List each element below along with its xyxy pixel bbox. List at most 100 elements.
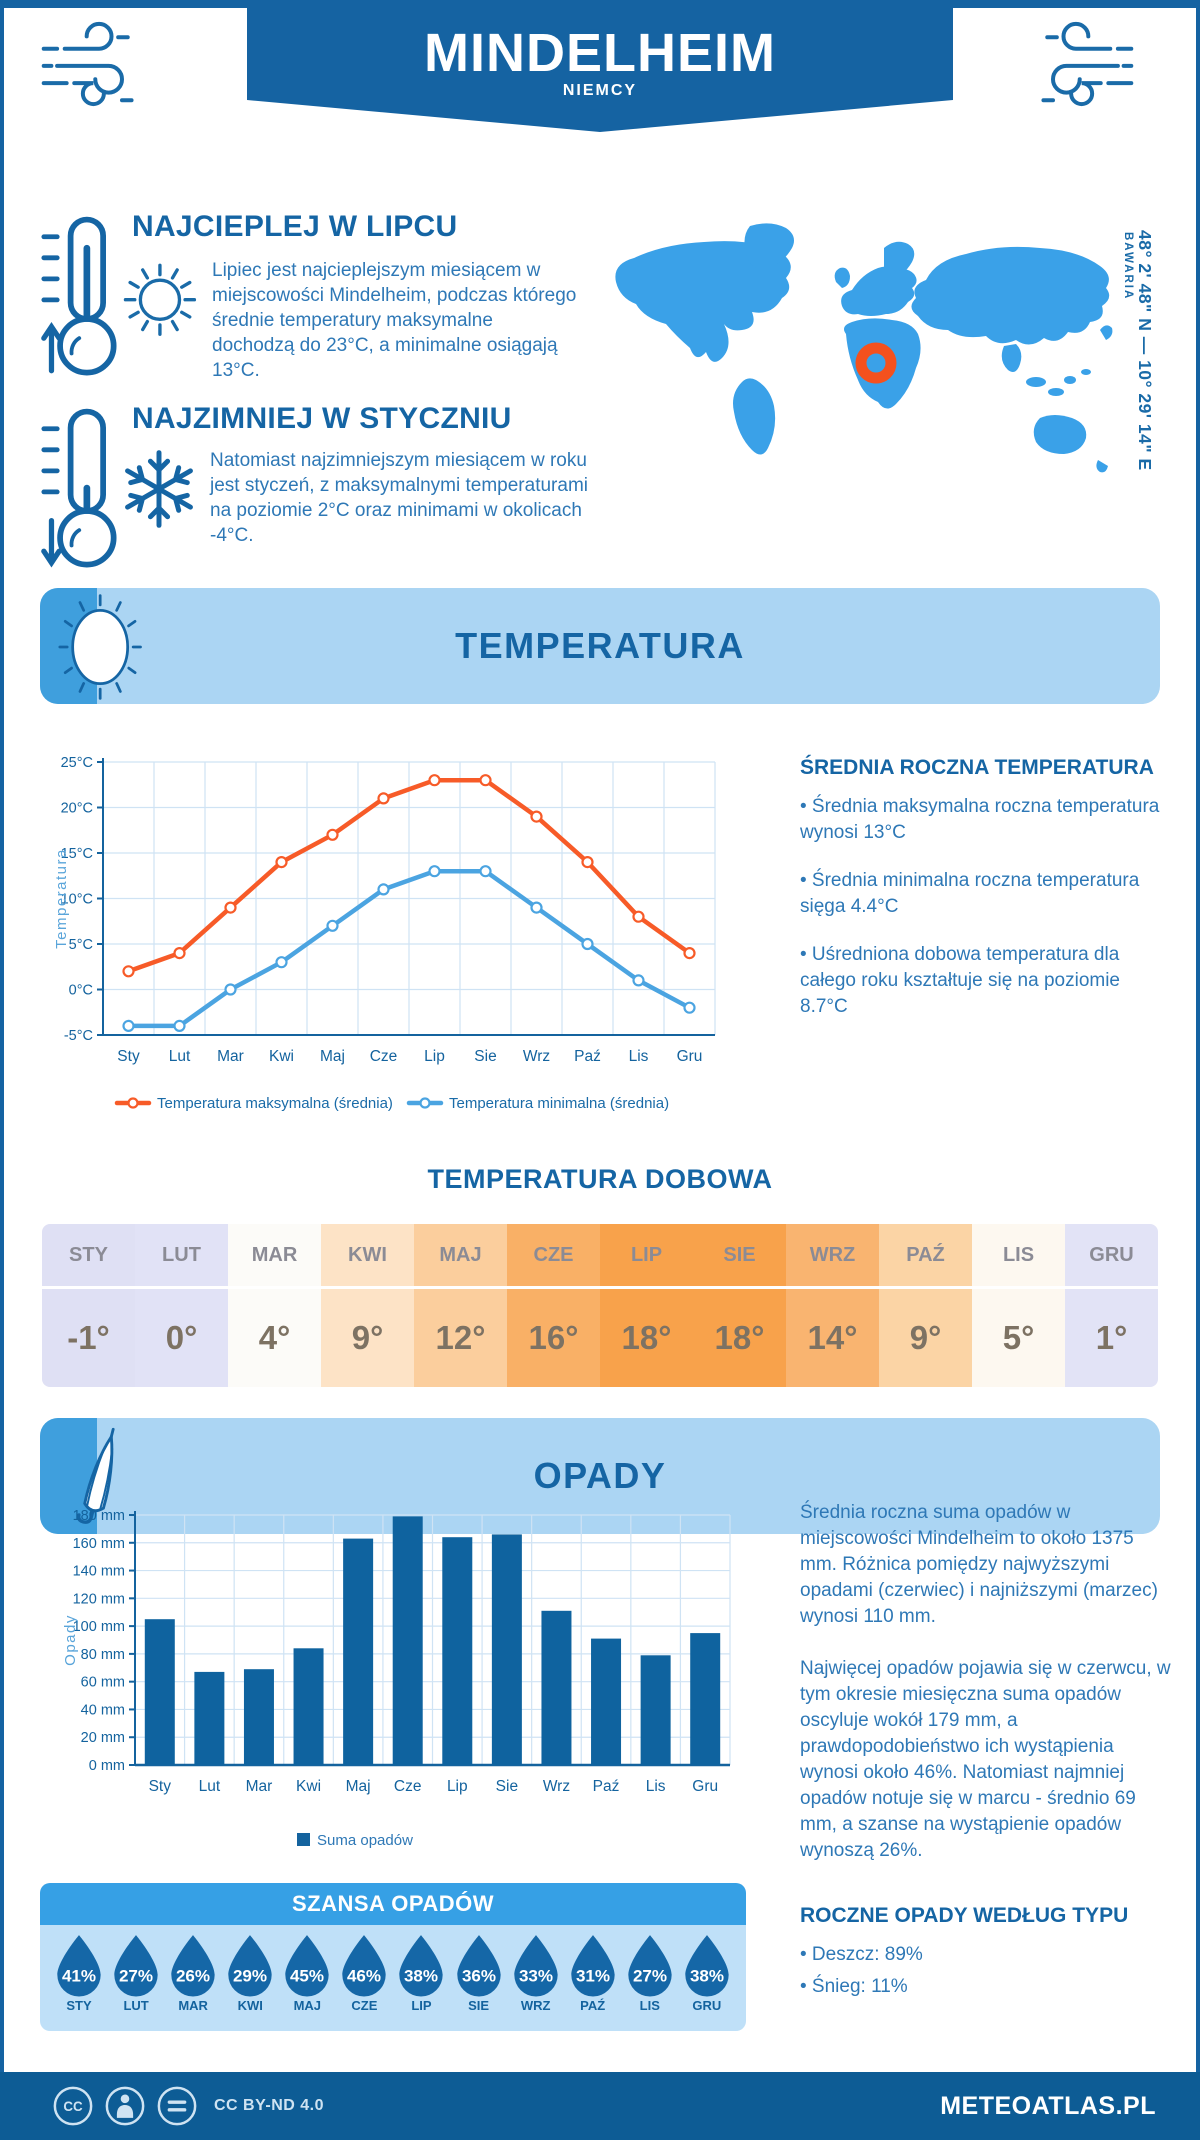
- chance-month: KWI: [237, 1998, 263, 2013]
- raindrop-icon: 38%: [685, 1935, 729, 1997]
- snowflake-icon: [125, 450, 193, 528]
- temperature-section-title: TEMPERATURA: [455, 625, 745, 666]
- svg-text:Wrz: Wrz: [543, 1778, 570, 1795]
- data-point: [377, 883, 390, 896]
- svg-text:20 mm: 20 mm: [81, 1730, 125, 1746]
- data-point: [224, 901, 237, 914]
- precipitation-section-title: OPADY: [533, 1455, 667, 1496]
- daily-temp-column: GRU 1°: [1065, 1224, 1158, 1387]
- daily-temp-value: 18°: [693, 1289, 786, 1387]
- chance-value: 41%: [62, 1967, 96, 1986]
- svg-text:Temperatura: Temperatura: [53, 848, 70, 949]
- precipitation-bar: [690, 1633, 721, 1765]
- chance-drop-item: 31% PAŹ: [568, 1933, 618, 2031]
- data-point: [479, 774, 492, 787]
- precipitation-bar: [541, 1610, 572, 1765]
- wind-icon: [41, 21, 134, 107]
- svg-text:Kwi: Kwi: [296, 1778, 321, 1795]
- footer: CC CC BY-ND 4.0 METEOATLAS.PL: [0, 2072, 1200, 2140]
- license-label: CC BY-ND 4.0: [214, 2097, 325, 2114]
- precipitation-paragraph: Średnia roczna suma opadów w miejscowośc…: [800, 1502, 1158, 1627]
- chance-value: 27%: [119, 1967, 153, 1986]
- svg-text:Mar: Mar: [246, 1778, 273, 1795]
- page-subtitle: NIEMCY: [562, 82, 638, 99]
- daily-temp-value: 9°: [321, 1289, 414, 1387]
- license-icons: CC CC BY-ND 4.0: [52, 2085, 324, 2127]
- chance-drop-item: 45% MAJ: [282, 1933, 332, 2031]
- brand-label: METEOATLAS.PL: [940, 2092, 1156, 2120]
- data-point: [326, 828, 339, 841]
- daily-temp-column: LIP 18°: [600, 1224, 693, 1387]
- data-point: [377, 792, 390, 805]
- chance-drop-item: 46% CZE: [339, 1933, 389, 2031]
- world-map: [615, 223, 1113, 473]
- raindrop-icon: 45%: [285, 1935, 329, 1997]
- svg-text:0 mm: 0 mm: [89, 1758, 125, 1774]
- annual-bullet: • Uśredniona dobowa temperatura dla całe…: [800, 944, 1121, 1017]
- chance-value: 45%: [290, 1967, 324, 1986]
- chance-drop-item: 27% LIS: [625, 1933, 675, 2031]
- chance-value: 46%: [347, 1967, 381, 1986]
- daily-temp-month: LUT: [135, 1224, 228, 1286]
- raindrop-icon: 33%: [513, 1935, 558, 1997]
- precipitation-bar: [293, 1648, 324, 1765]
- svg-text:0°C: 0°C: [69, 983, 93, 999]
- data-point: [530, 810, 543, 823]
- umbrella-icon: [76, 1427, 115, 1524]
- svg-text:120 mm: 120 mm: [73, 1591, 125, 1607]
- location-marker: [855, 342, 897, 384]
- precipitation-bar: [144, 1619, 175, 1765]
- daily-temp-column: STY -1°: [42, 1224, 135, 1387]
- data-point: [224, 983, 237, 996]
- daily-temp-month: CZE: [507, 1224, 600, 1286]
- svg-text:Maj: Maj: [346, 1778, 371, 1795]
- daily-temperature-title: TEMPERATURA DOBOWA: [427, 1164, 773, 1194]
- chance-month: PAŹ: [580, 1998, 606, 2013]
- data-point: [632, 910, 645, 923]
- daily-temp-value: 0°: [135, 1289, 228, 1387]
- svg-text:Gru: Gru: [677, 1048, 703, 1065]
- line-series: [126, 777, 692, 974]
- temperature-section-banner: TEMPERATURA: [40, 588, 1160, 704]
- svg-text:Lis: Lis: [646, 1778, 666, 1795]
- data-point: [632, 974, 645, 987]
- daily-temp-month: LIP: [600, 1224, 693, 1286]
- precipitation-type-bullet: • Śnieg: 11%: [800, 1976, 908, 1997]
- svg-text:10°C: 10°C: [61, 892, 93, 908]
- raindrop-icon: 31%: [571, 1935, 615, 1997]
- chance-drop-item: 27% LUT: [111, 1933, 161, 2031]
- chance-month: MAR: [178, 1998, 208, 2013]
- svg-text:Sie: Sie: [496, 1778, 518, 1795]
- coordinates-label: 48° 2' 48" N — 10° 29' 14" E: [1135, 230, 1155, 471]
- svg-text:Maj: Maj: [320, 1048, 345, 1065]
- data-point: [530, 901, 543, 914]
- sun-banner-icon: [58, 594, 142, 700]
- svg-text:Paź: Paź: [574, 1048, 601, 1065]
- highlight-cold-title: NAJZIMNIEJ W STYCZNIU: [132, 402, 512, 435]
- chance-drop-item: 29% KWI: [225, 1933, 275, 2031]
- data-point: [122, 965, 135, 978]
- chance-drop-item: 36% SIE: [454, 1933, 504, 2031]
- highlight-cold-text: Natomiast najzimniejszym miesiącem w rok…: [210, 450, 588, 546]
- precipitation-paragraph: Najwięcej opadów pojawia się w czerwcu, …: [800, 1658, 1171, 1861]
- svg-text:Gru: Gru: [692, 1778, 718, 1795]
- daily-temp-column: LIS 5°: [972, 1224, 1065, 1387]
- chance-value: 29%: [233, 1967, 267, 1986]
- svg-text:160 mm: 160 mm: [73, 1536, 125, 1552]
- equals-icon: [157, 2086, 197, 2126]
- svg-text:15°C: 15°C: [61, 846, 93, 862]
- right-border: [1196, 0, 1200, 2140]
- data-point: [326, 919, 339, 932]
- daily-temp-value: 18°: [600, 1289, 693, 1387]
- sun-icon: [123, 263, 197, 336]
- daily-temp-value: 16°: [507, 1289, 600, 1387]
- daily-temp-value: 4°: [228, 1289, 321, 1387]
- svg-text:Paź: Paź: [593, 1778, 620, 1795]
- annual-bullet: • Średnia minimalna roczna temperatura s…: [800, 870, 1140, 917]
- data-point: [683, 947, 696, 960]
- page-title: MINDELHEIM: [424, 23, 776, 83]
- daily-temp-column: MAJ 12°: [414, 1224, 507, 1387]
- data-point: [683, 1001, 696, 1014]
- daily-temp-column: LUT 0°: [135, 1224, 228, 1387]
- svg-text:Lut: Lut: [199, 1778, 221, 1795]
